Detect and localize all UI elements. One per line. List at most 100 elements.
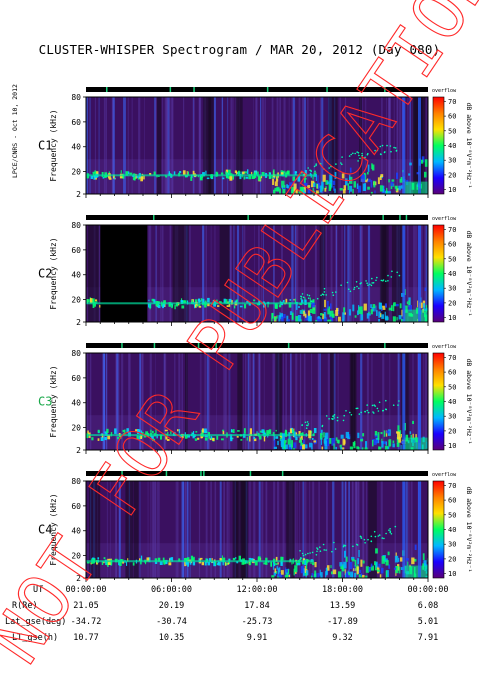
emission-burst xyxy=(86,353,89,450)
emission-burst xyxy=(302,97,304,194)
baseline-emission xyxy=(271,175,273,179)
emission-dot xyxy=(378,534,381,536)
emission-burst xyxy=(155,481,157,578)
baseline-emission xyxy=(210,436,213,440)
late-emission xyxy=(289,311,293,315)
emission-burst xyxy=(176,481,179,578)
emission-burst xyxy=(358,481,360,578)
emission-burst xyxy=(105,353,108,450)
baseline-emission xyxy=(191,300,194,304)
late-emission xyxy=(385,570,388,578)
baseline-emission xyxy=(187,171,189,176)
late-emission xyxy=(362,183,366,191)
emission-dot xyxy=(322,294,325,296)
late-emission xyxy=(307,315,309,319)
baseline-emission xyxy=(257,175,261,181)
emission-dot xyxy=(330,165,332,168)
emission-burst xyxy=(285,353,287,450)
baseline-emission xyxy=(201,428,204,433)
late-emission xyxy=(395,303,399,307)
baseline-emission xyxy=(141,431,144,434)
late-emission xyxy=(349,562,353,570)
baseline-emission xyxy=(202,172,205,177)
emission-dot xyxy=(366,409,369,412)
late-emission xyxy=(349,174,351,183)
late-emission xyxy=(313,183,316,187)
baseline-emission xyxy=(184,561,186,567)
colorbar-label: dB above 10⁻⁸V²m⁻²Hz⁻¹ xyxy=(465,230,473,316)
baseline-emission xyxy=(257,556,261,562)
late-emission xyxy=(289,182,293,187)
baseline-emission xyxy=(181,305,185,309)
late-emission xyxy=(311,573,314,577)
baseline-emission xyxy=(294,171,297,176)
ephemeris-value: -30.74 xyxy=(156,617,187,627)
emission-dot xyxy=(336,419,339,422)
baseline-emission xyxy=(108,171,110,175)
ephemeris-value: 10.35 xyxy=(159,633,185,643)
emission-burst xyxy=(294,225,296,322)
baseline-emission xyxy=(227,176,230,179)
colorbar-tick-label: 60 xyxy=(448,497,456,505)
emission-dot xyxy=(333,541,335,544)
emission-burst xyxy=(162,97,164,194)
emission-burst xyxy=(155,97,158,194)
emission-burst xyxy=(163,353,165,450)
late-emission xyxy=(303,310,305,317)
emission-dot xyxy=(325,294,328,296)
low-signal-band xyxy=(391,225,404,322)
colorbar-tick-label: 50 xyxy=(448,383,456,391)
late-emission xyxy=(321,181,324,190)
emission-burst xyxy=(166,97,169,194)
emission-dot xyxy=(349,290,352,293)
emission-burst xyxy=(183,97,185,194)
late-emission xyxy=(312,188,314,194)
y-tick-label: 60 xyxy=(71,246,81,255)
emission-dot xyxy=(388,529,390,531)
baseline-emission xyxy=(257,171,259,177)
emission-burst-strong xyxy=(418,481,421,578)
spectrogram-c1 xyxy=(86,97,428,194)
emission-dot xyxy=(374,405,377,407)
emission-dot xyxy=(344,544,347,547)
baseline-emission xyxy=(216,435,219,440)
late-emission xyxy=(373,180,376,188)
late-emission xyxy=(382,305,386,310)
late-emission xyxy=(360,174,363,182)
late-emission xyxy=(408,305,412,312)
emission-burst xyxy=(116,353,119,450)
late-emission xyxy=(324,440,327,444)
baseline-emission xyxy=(217,305,220,307)
emission-dot xyxy=(342,419,345,422)
late-emission xyxy=(313,440,317,443)
baseline-emission xyxy=(192,561,196,566)
emission-burst xyxy=(330,225,333,322)
emission-burst xyxy=(291,97,294,194)
baseline-emission xyxy=(293,298,295,301)
y-tick-label: 60 xyxy=(71,374,81,383)
emission-burst xyxy=(118,353,120,450)
emission-dot xyxy=(332,415,334,418)
baseline-emission xyxy=(242,171,245,175)
low-signal-band xyxy=(88,225,100,322)
late-emission xyxy=(396,172,399,179)
baseline-emission xyxy=(259,430,262,433)
late-emission xyxy=(325,180,329,185)
emission-burst xyxy=(219,481,222,578)
ephemeris-value: 5.01 xyxy=(418,617,438,627)
emission-dot xyxy=(341,156,343,158)
emission-burst xyxy=(362,481,364,578)
colorbar-tick-label: 40 xyxy=(448,270,456,278)
emission-dot xyxy=(314,170,316,173)
spectrogram-c3 xyxy=(86,353,428,450)
baseline-emission xyxy=(157,304,161,309)
emission-burst xyxy=(348,481,350,578)
late-emission xyxy=(273,189,276,194)
late-emission xyxy=(304,313,307,318)
baseline-emission xyxy=(263,562,267,565)
emission-dot xyxy=(333,414,336,416)
late-emission xyxy=(380,174,384,177)
colorbar-scale xyxy=(432,480,445,579)
late-emission xyxy=(356,566,359,574)
emission-dot xyxy=(365,280,367,282)
